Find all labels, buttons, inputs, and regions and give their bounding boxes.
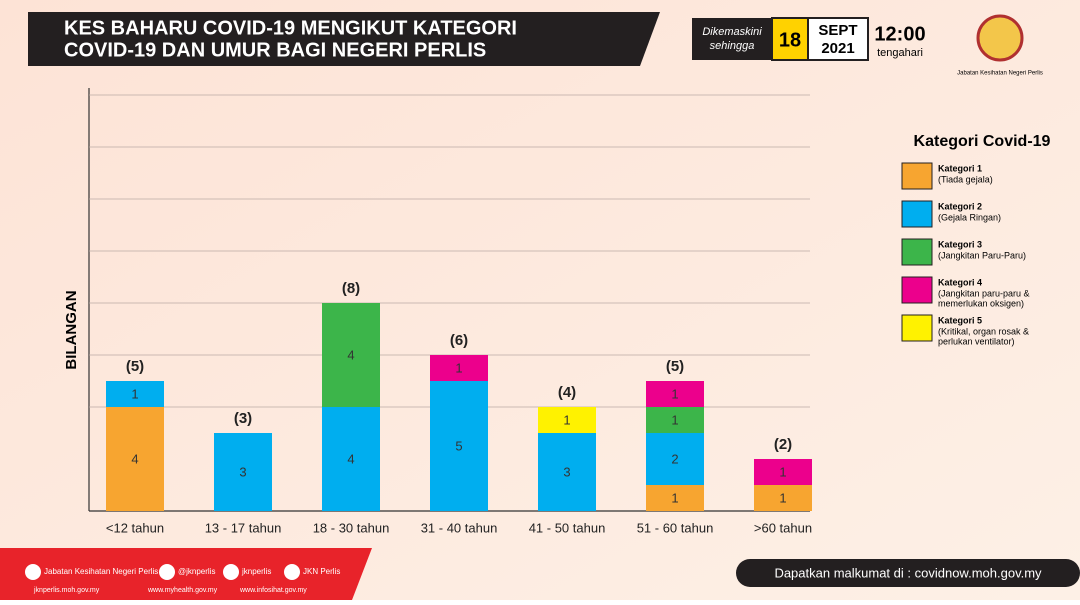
x-tick-label: <12 tahun [106, 520, 164, 535]
legend-name: Kategori 1 [938, 163, 982, 173]
legend-name: Kategori 2 [938, 201, 982, 211]
bar-segment [538, 407, 596, 433]
bar-segment [646, 381, 704, 407]
bar-segment [754, 459, 812, 485]
social-handle: Jabatan Kesihatan Negeri Perlis [44, 567, 158, 576]
data-label: 3 [239, 464, 246, 479]
bar-segment [106, 407, 164, 511]
legend-swatch [901, 200, 933, 228]
data-label: 2 [671, 451, 678, 466]
social-icon [25, 564, 41, 580]
footer-link: www.myhealth.gov.my [147, 587, 218, 594]
social-icon [159, 564, 175, 580]
legend-description: (Jangkitan paru-paru & [938, 288, 1030, 298]
data-label: 4 [131, 451, 138, 466]
y-axis-label: BILANGAN [63, 290, 80, 369]
title-line: COVID-19 DAN UMUR BAGI NEGERI PERLIS [64, 39, 486, 61]
social-handle: @jknperlis [178, 567, 215, 576]
legend-title: Kategori Covid-19 [914, 133, 1051, 150]
data-label: 1 [671, 412, 678, 427]
legend-name: Kategori 4 [938, 277, 982, 287]
title-banner [28, 12, 660, 66]
update-label: Dikemaskini [702, 26, 762, 38]
total-label: (5) [666, 358, 684, 375]
data-label: 1 [779, 464, 786, 479]
x-tick-label: 51 - 60 tahun [637, 520, 714, 535]
update-time: 12:00 [874, 23, 925, 45]
update-box [692, 18, 772, 60]
footer-pill [736, 559, 1080, 587]
bar-segment [430, 355, 488, 381]
data-label: 1 [563, 412, 570, 427]
total-label: (2) [774, 436, 792, 453]
data-label: 1 [671, 490, 678, 505]
footer-more: Dapatkan malkumat di : covidnow.moh.gov.… [774, 565, 1042, 580]
bar-segment [106, 381, 164, 407]
x-tick-label: 13 - 17 tahun [205, 520, 282, 535]
update-label: sehingga [710, 40, 755, 52]
x-tick-label: >60 tahun [754, 520, 812, 535]
legend-name: Kategori 3 [938, 239, 982, 249]
legend-description: (Tiada gejala) [938, 174, 993, 184]
total-label: (6) [450, 332, 468, 349]
data-label: 4 [347, 451, 354, 466]
data-label: 5 [455, 438, 462, 453]
social-handle: JKN Perlis [303, 567, 340, 576]
legend-description: memerlukan oksigen) [938, 298, 1024, 308]
bar-segment [538, 433, 596, 511]
legend-swatch [901, 314, 933, 342]
x-tick-label: 31 - 40 tahun [421, 520, 498, 535]
social-icon [284, 564, 300, 580]
date-box [807, 17, 869, 61]
crest [976, 14, 1024, 62]
social-handle: jknperlis [241, 567, 271, 576]
x-tick-label: 18 - 30 tahun [313, 520, 390, 535]
total-label: (5) [126, 358, 144, 375]
x-tick-label: 41 - 50 tahun [529, 520, 606, 535]
agency-name: Jabatan Kesihatan Negeri Perlis [957, 71, 1043, 77]
bar-segment [214, 433, 272, 511]
total-label: (3) [234, 410, 252, 427]
data-label: 1 [779, 490, 786, 505]
legend-swatch [901, 162, 933, 190]
footer-link: jknperlis.moh.gov.my [33, 587, 100, 594]
footer-banner [0, 548, 372, 600]
bar-segment [322, 303, 380, 407]
update-period: tengahari [877, 47, 923, 59]
social-icon [223, 564, 239, 580]
update-year: 2021 [821, 40, 854, 57]
data-label: 1 [131, 386, 138, 401]
total-label: (4) [558, 384, 576, 401]
bar-segment [646, 407, 704, 433]
legend-name: Kategori 5 [938, 315, 982, 325]
data-label: 3 [563, 464, 570, 479]
footer-link: www.infosihat.gov.my [239, 587, 307, 594]
title-line: KES BAHARU COVID-19 MENGIKUT KATEGORI [64, 17, 517, 39]
legend-swatch [901, 238, 933, 266]
bar-segment [646, 485, 704, 511]
bar-segment [430, 381, 488, 511]
legend-description: (Gejala Ringan) [938, 212, 1001, 222]
update-day: 18 [779, 29, 801, 51]
bar-segment [322, 407, 380, 511]
bar-segment [754, 485, 812, 511]
bar-segment [646, 433, 704, 485]
data-label: 1 [455, 360, 462, 375]
total-label: (8) [342, 280, 360, 297]
legend-description: (Jangkitan Paru-Paru) [938, 250, 1026, 260]
data-label: 1 [671, 386, 678, 401]
update-month: SEPT [818, 22, 857, 39]
legend-description: (Kritikal, organ rosak & [938, 326, 1029, 336]
legend-description: perlukan ventilator) [938, 336, 1015, 346]
data-label: 4 [347, 347, 354, 362]
legend-swatch [901, 276, 933, 304]
